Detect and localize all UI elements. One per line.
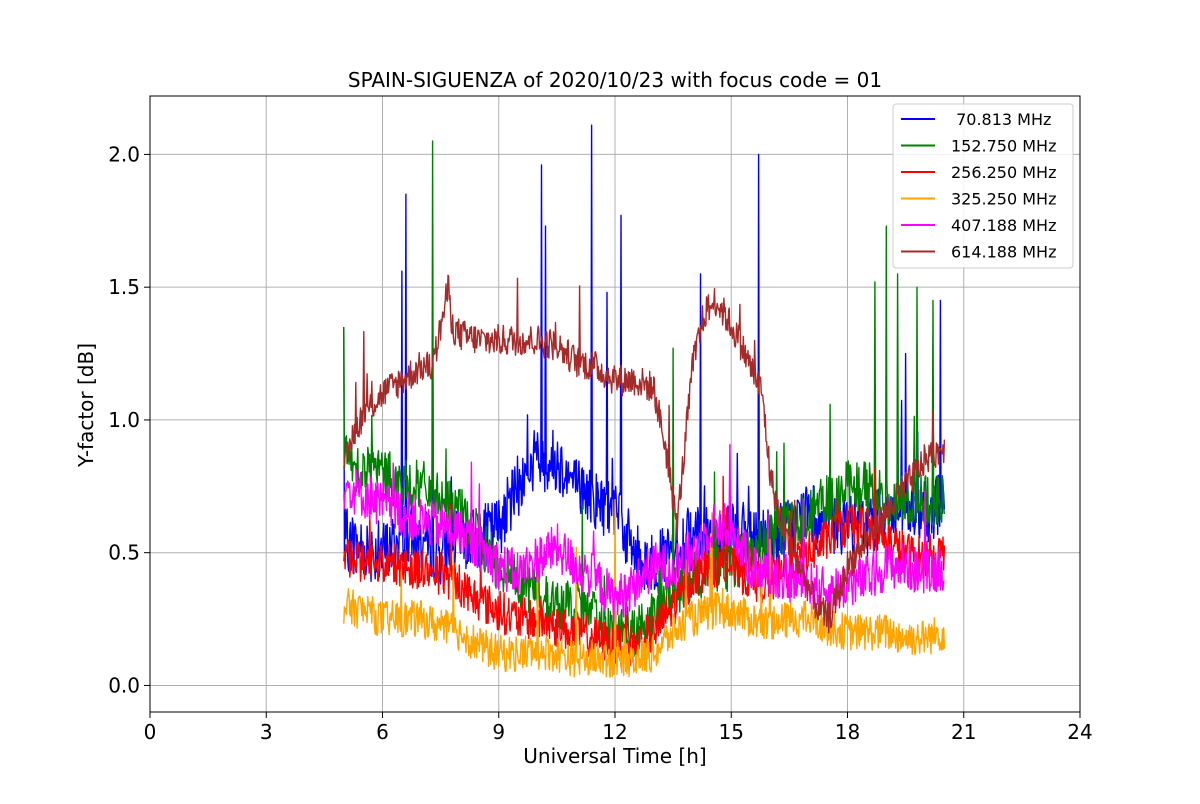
legend-box bbox=[892, 103, 1074, 269]
x-tick-label: 15 bbox=[719, 720, 744, 744]
axes: 0 3 6 9 12 15 18 21 24 0.0 0.5 1.0 1.5 2.0 bbox=[108, 95, 1093, 744]
y-tick-label: 2.0 bbox=[108, 142, 140, 166]
y-tick-label: 1.0 bbox=[108, 408, 140, 432]
y-axis-label: Y-factor [dB] bbox=[74, 343, 98, 468]
x-axis-label: Universal Time [h] bbox=[523, 744, 706, 768]
series-line-4 bbox=[343, 498, 946, 678]
series-line-6 bbox=[343, 274, 946, 634]
x-tick-label: 21 bbox=[951, 720, 976, 744]
y-tick-label: 0.0 bbox=[108, 673, 140, 697]
legend-label: 152.750 MHz bbox=[951, 137, 1056, 156]
legend-label: 325.250 MHz bbox=[951, 190, 1056, 209]
x-tick-label: 12 bbox=[602, 720, 627, 744]
x-tick-label: 3 bbox=[260, 720, 273, 744]
x-tick-label: 9 bbox=[492, 720, 505, 744]
plot-area bbox=[343, 124, 946, 678]
x-tick-label: 0 bbox=[144, 720, 157, 744]
y-tick-label: 1.5 bbox=[108, 275, 140, 299]
legend-label: 70.813 MHz bbox=[951, 110, 1051, 129]
x-tick-label: 18 bbox=[835, 720, 860, 744]
legend-label: 407.188 MHz bbox=[951, 216, 1056, 235]
legend-label: 256.250 MHz bbox=[951, 163, 1056, 182]
legend-label: 614.188 MHz bbox=[951, 243, 1056, 262]
x-tick-label: 24 bbox=[1067, 720, 1092, 744]
y-tick-label: 0.5 bbox=[108, 541, 140, 565]
x-tick-label: 6 bbox=[376, 720, 389, 744]
chart-title: SPAIN-SIGUENZA of 2020/10/23 with focus … bbox=[348, 68, 882, 92]
series-line-2 bbox=[343, 140, 946, 659]
legend: 70.813 MHz 152.750 MHz 256.250 MHz 325.250 … bbox=[892, 103, 1074, 269]
